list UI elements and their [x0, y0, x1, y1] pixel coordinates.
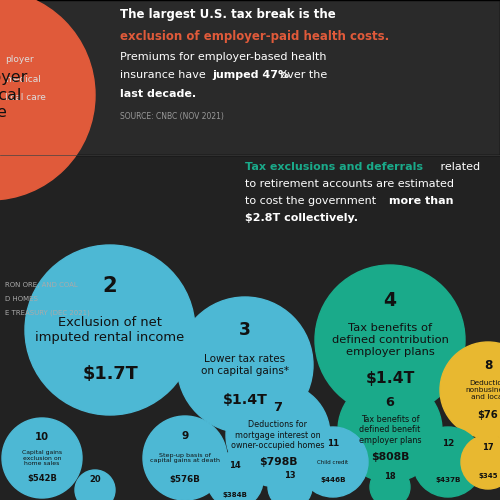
Circle shape	[440, 342, 500, 438]
Text: Tax benefits of
defined contribution
employer plans: Tax benefits of defined contribution emp…	[332, 324, 448, 356]
Text: 17: 17	[482, 444, 494, 452]
Text: ployer: ployer	[5, 55, 34, 64]
Text: 7: 7	[274, 402, 282, 414]
Circle shape	[143, 416, 227, 500]
Circle shape	[2, 418, 82, 498]
Text: $446B: $446B	[320, 477, 346, 483]
Text: RON ORE, AND COAL: RON ORE, AND COAL	[5, 282, 78, 288]
Text: medical: medical	[5, 75, 41, 84]
Text: Tax benefits of
defined benefit
employer plans: Tax benefits of defined benefit employer…	[359, 415, 421, 445]
Circle shape	[461, 435, 500, 489]
Text: Lower tax rates
on capital gains*: Lower tax rates on capital gains*	[201, 354, 289, 376]
Circle shape	[338, 378, 442, 482]
Text: 20: 20	[89, 475, 101, 484]
Text: Deductions for
mortgage interest on
owner-occupied homes: Deductions for mortgage interest on owne…	[231, 420, 325, 450]
Text: 2: 2	[102, 276, 118, 296]
Text: Tax exclusions and deferrals: Tax exclusions and deferrals	[245, 162, 423, 172]
Text: SOURCE: CNBC (NOV 2021): SOURCE: CNBC (NOV 2021)	[120, 112, 224, 121]
Circle shape	[226, 383, 330, 487]
Circle shape	[315, 265, 465, 415]
Circle shape	[0, 0, 95, 200]
Text: over the: over the	[277, 70, 327, 80]
Text: jumped 47%: jumped 47%	[212, 70, 289, 80]
Text: 13: 13	[284, 471, 296, 480]
Text: Child credit: Child credit	[318, 460, 348, 464]
Text: more than: more than	[389, 196, 454, 206]
Text: Premiums for employer-based health: Premiums for employer-based health	[120, 52, 326, 62]
Circle shape	[75, 470, 115, 500]
Text: 14: 14	[229, 461, 241, 470]
Circle shape	[268, 465, 312, 500]
Text: 12: 12	[442, 440, 454, 448]
Text: $437B: $437B	[435, 477, 461, 483]
Text: to cost the government: to cost the government	[245, 196, 380, 206]
Text: insurance have: insurance have	[120, 70, 209, 80]
Text: lical care: lical care	[5, 93, 46, 102]
Text: to retirement accounts are estimated: to retirement accounts are estimated	[245, 179, 454, 189]
Text: Deduction
nonbusiness
and local: Deduction nonbusiness and local	[465, 380, 500, 400]
Circle shape	[370, 467, 410, 500]
Text: $576B: $576B	[170, 476, 200, 484]
Text: 11: 11	[327, 440, 339, 448]
Text: The largest U.S. tax break is the: The largest U.S. tax break is the	[120, 8, 336, 21]
Text: D HOMES: D HOMES	[5, 296, 38, 302]
Text: $76: $76	[478, 410, 498, 420]
Text: Exclusion of net
imputed rental income: Exclusion of net imputed rental income	[36, 316, 184, 344]
Circle shape	[298, 427, 368, 497]
Text: 18: 18	[384, 472, 396, 481]
Text: $1.4T: $1.4T	[366, 372, 414, 386]
Text: $384B: $384B	[222, 492, 248, 498]
Text: $2.8T collectively.: $2.8T collectively.	[245, 213, 358, 223]
Text: exclusion of employer-paid health costs.: exclusion of employer-paid health costs.	[120, 30, 389, 43]
Text: Step-up basis of
capital gains at death: Step-up basis of capital gains at death	[150, 452, 220, 464]
Text: Capital gains
exclusion on
home sales: Capital gains exclusion on home sales	[22, 450, 62, 466]
Text: 8: 8	[484, 358, 492, 372]
Text: related: related	[437, 162, 480, 172]
FancyBboxPatch shape	[0, 0, 500, 155]
Text: Employer
medical
care: Employer medical care	[0, 70, 28, 120]
Text: 3: 3	[239, 320, 251, 338]
Text: last decade.: last decade.	[120, 89, 196, 99]
Text: $1.4T: $1.4T	[222, 394, 268, 407]
Text: $542B: $542B	[27, 474, 57, 484]
Text: E TREASURY (DEC 2021): E TREASURY (DEC 2021)	[5, 310, 90, 316]
Text: 6: 6	[386, 396, 394, 409]
Text: $808B: $808B	[371, 452, 409, 462]
Circle shape	[177, 297, 313, 433]
Text: 10: 10	[35, 432, 49, 442]
Text: $1.7T: $1.7T	[82, 365, 138, 383]
Text: $345: $345	[478, 473, 498, 479]
Text: $798B: $798B	[259, 457, 297, 467]
Circle shape	[25, 245, 195, 415]
Text: 9: 9	[182, 431, 188, 441]
Circle shape	[207, 452, 263, 500]
Text: 4: 4	[384, 292, 396, 310]
Circle shape	[413, 427, 483, 497]
